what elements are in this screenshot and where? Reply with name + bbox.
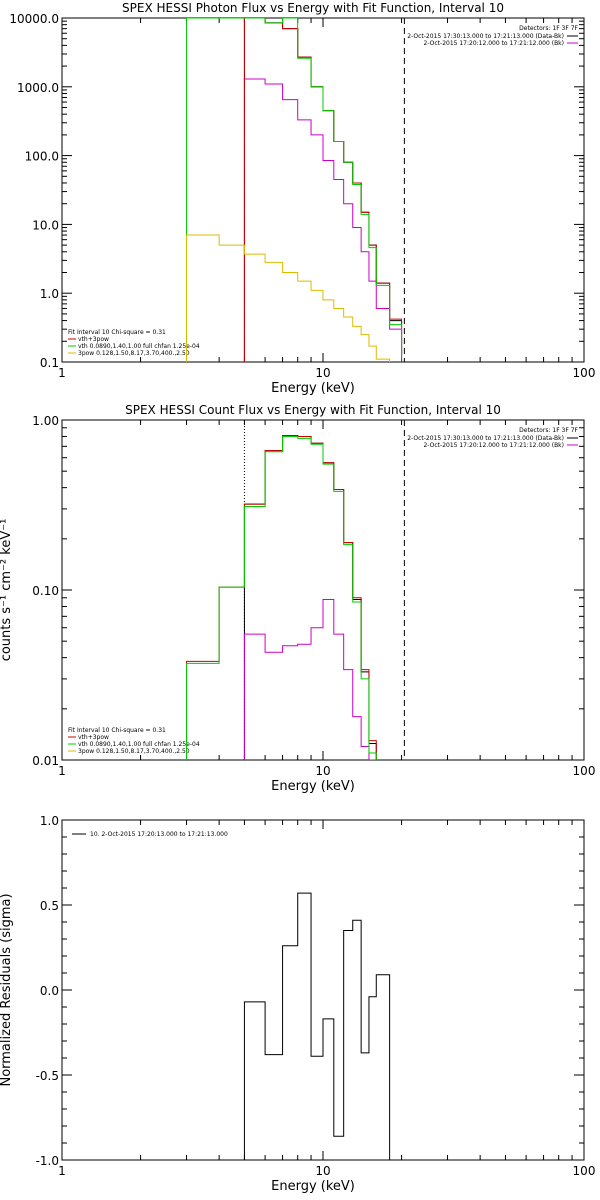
series-group bbox=[243, 892, 391, 1160]
y-tick-label: 1000.0 bbox=[17, 81, 59, 95]
legend-bottom-entry-label: vth 0.0890,1.40,1.00 full chfan 1.25e-04 bbox=[78, 741, 200, 748]
series-line bbox=[186, 435, 377, 760]
y-tick-label: -1.0 bbox=[36, 1154, 59, 1168]
y-tick-label: 0.5 bbox=[40, 899, 59, 913]
legend-bottom-entry-label: vth 0.0890,1.40,1.00 full chfan 1.25e-04 bbox=[78, 343, 200, 350]
series-line bbox=[243, 78, 403, 362]
legend-bottom-header: Fit Interval 10 Chi-square = 0.31 bbox=[68, 727, 166, 734]
x-tick-label: 1 bbox=[58, 366, 66, 380]
series-line bbox=[243, 18, 403, 362]
plot-title: SPEX HESSI Count Flux vs Energy with Fit… bbox=[125, 403, 501, 417]
series-line bbox=[186, 435, 377, 760]
x-tick-label: 10 bbox=[315, 1164, 330, 1178]
plot-frame bbox=[61, 17, 585, 363]
series-line bbox=[186, 234, 391, 362]
legend-top-header: Detectors: 1F 3F 7F bbox=[519, 427, 578, 434]
legend-bottom-header: Fit Interval 10 Chi-square = 0.31 bbox=[68, 329, 166, 336]
x-tick-label: 1 bbox=[58, 1164, 66, 1178]
legend-bottom-entry-label: 3pow 0.128,1.50,8.17,3.70,400.,2.50 bbox=[78, 748, 190, 755]
x-tick-label: 100 bbox=[573, 366, 596, 380]
y-tick-label: 1.0 bbox=[40, 287, 59, 301]
x-tick-label: 10 bbox=[315, 764, 330, 778]
series-group bbox=[186, 435, 377, 760]
photon-flux-plot: SPEX HESSI Photon Flux vs Energy with Fi… bbox=[9, 1, 595, 396]
y-tick-label: 0.0 bbox=[40, 984, 59, 998]
y-tick-label: 10.0 bbox=[32, 218, 59, 232]
legend-top-header: Detectors: 1F 3F 7F bbox=[519, 25, 578, 32]
y-axis-label: Normalized Residuals (sigma) bbox=[0, 893, 14, 1086]
y-tick-label: 100.0 bbox=[25, 150, 59, 164]
x-tick-label: 100 bbox=[573, 764, 596, 778]
series-group bbox=[186, 18, 403, 362]
plot-frame bbox=[61, 819, 585, 1161]
series-line bbox=[243, 598, 377, 760]
count-flux-plot: SPEX HESSI Count Flux vs Energy with Fit… bbox=[0, 403, 595, 794]
legend-top-entry-label: 2-Oct-2015 17:20:12.000 to 17:21:12.000 … bbox=[424, 40, 565, 47]
legend-top-entry-label: 2-Oct-2015 17:30:13.000 to 17:21:13.000 … bbox=[407, 33, 564, 40]
x-tick-label: 1 bbox=[58, 764, 66, 778]
x-tick-label: 10 bbox=[315, 366, 330, 380]
x-axis-label: Energy (keV) bbox=[271, 1179, 355, 1194]
plot-frame bbox=[61, 419, 585, 761]
legend-top-entry-label: 10. 2-Oct-2015 17:20:13.000 to 17:21:13.… bbox=[90, 831, 228, 838]
x-axis-label: Energy (keV) bbox=[271, 779, 355, 794]
legend-top-entry-label: 2-Oct-2015 17:20:12.000 to 17:21:12.000 … bbox=[424, 442, 565, 449]
series-line bbox=[243, 18, 403, 362]
y-axis-label: counts s⁻¹ cm⁻² keV⁻¹ bbox=[0, 519, 14, 662]
y-tick-label: -0.5 bbox=[36, 1069, 59, 1083]
plot-title: SPEX HESSI Photon Flux vs Energy with Fi… bbox=[122, 1, 504, 15]
legend-bottom-entry-label: vth+3pow bbox=[78, 336, 109, 343]
y-tick-label: 0.10 bbox=[32, 584, 59, 598]
residuals-plot: Energy (keV) Normalized Residuals (sigma… bbox=[0, 814, 595, 1194]
y-tick-label: 10000.0 bbox=[9, 12, 59, 26]
legend-bottom-entry-label: 3pow 0.128,1.50,8.17,3.70,400.,2.50 bbox=[78, 350, 190, 357]
y-tick-label: 0.1 bbox=[40, 356, 59, 370]
x-tick-label: 100 bbox=[573, 1164, 596, 1178]
x-axis-label: Energy (keV) bbox=[271, 381, 355, 396]
series-line bbox=[186, 18, 403, 362]
series-line bbox=[243, 892, 391, 1160]
y-tick-label: 1.0 bbox=[40, 814, 59, 828]
legend-top-entry-label: 2-Oct-2015 17:30:13.000 to 17:21:13.000 … bbox=[407, 435, 564, 442]
y-tick-label: 0.01 bbox=[32, 754, 59, 768]
y-tick-label: 1.00 bbox=[32, 414, 59, 428]
legend-bottom-entry-label: vth+3pow bbox=[78, 734, 109, 741]
